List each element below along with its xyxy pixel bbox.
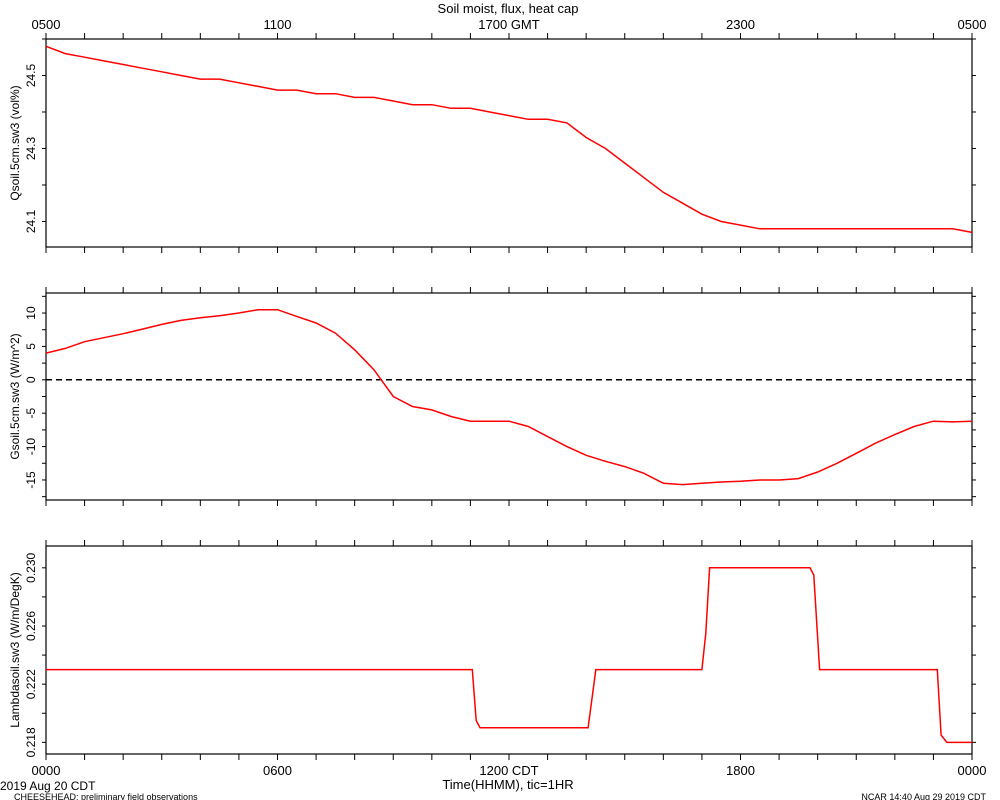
bottom-tick-label: 0000 [32,763,61,778]
top-tick-label: 1700 GMT [478,17,539,32]
y-tick-label: 24.5 [24,63,38,87]
top-tick-label: 2300 [726,17,755,32]
top-tick-label: 0500 [32,17,61,32]
panel-frame [45,38,973,248]
y-tick-label: -5 [24,408,38,419]
bottom-tick-label: 0600 [263,763,292,778]
top-tick-label: 1100 [264,17,292,32]
y-tick-label: 10 [24,306,38,320]
chart-title: Soil moist, flux, heat cap [438,1,579,16]
panel-frame [45,292,973,501]
y-axis-label: Gsoil.5cm.sw3 (W/m^2) [8,333,22,459]
y-axis-label: Lambdasoil.sw3 (W/m/DegK) [8,572,22,727]
panel-frame [45,545,973,755]
y-tick-label: 0.218 [24,727,38,757]
y-tick-label: 0.226 [24,611,38,641]
series-line [46,567,972,744]
bottom-tick-label: 1200 CDT [479,763,538,778]
y-axis-label: Qsoil.5cm.sw3 (vol%) [8,85,22,200]
y-tick-label: 24.3 [24,136,38,160]
series-line [45,308,973,486]
y-tick-label: -10 [24,438,38,456]
credit-label: NCAR 14:40 Aug 29 2019 CDT [861,792,986,800]
y-tick-label: -15 [24,471,38,489]
top-tick-label: 0500 [958,17,987,32]
date-label: 2019 Aug 20 CDT [0,779,96,793]
bottom-tick-label: 1800 [726,763,755,778]
bottom-time-axis: 0000 0600 1200 CDT 1800 0000 [32,763,987,778]
bottom-tick-label: 0000 [958,763,987,778]
y-tick-label: 0.222 [24,669,38,699]
y-tick-label: 5 [24,343,38,350]
project-label: CHEESEHEAD: preliminary field observatio… [14,792,198,800]
y-tick-label: 0.230 [24,552,38,582]
top-time-axis: 0500 1100 1700 GMT 2300 0500 [32,17,987,32]
y-tick-label: 0 [24,376,38,383]
series-line [45,45,973,234]
x-axis-label: Time(HHMM), tic=1HR [442,777,573,792]
y-tick-label: 24.1 [24,209,38,233]
